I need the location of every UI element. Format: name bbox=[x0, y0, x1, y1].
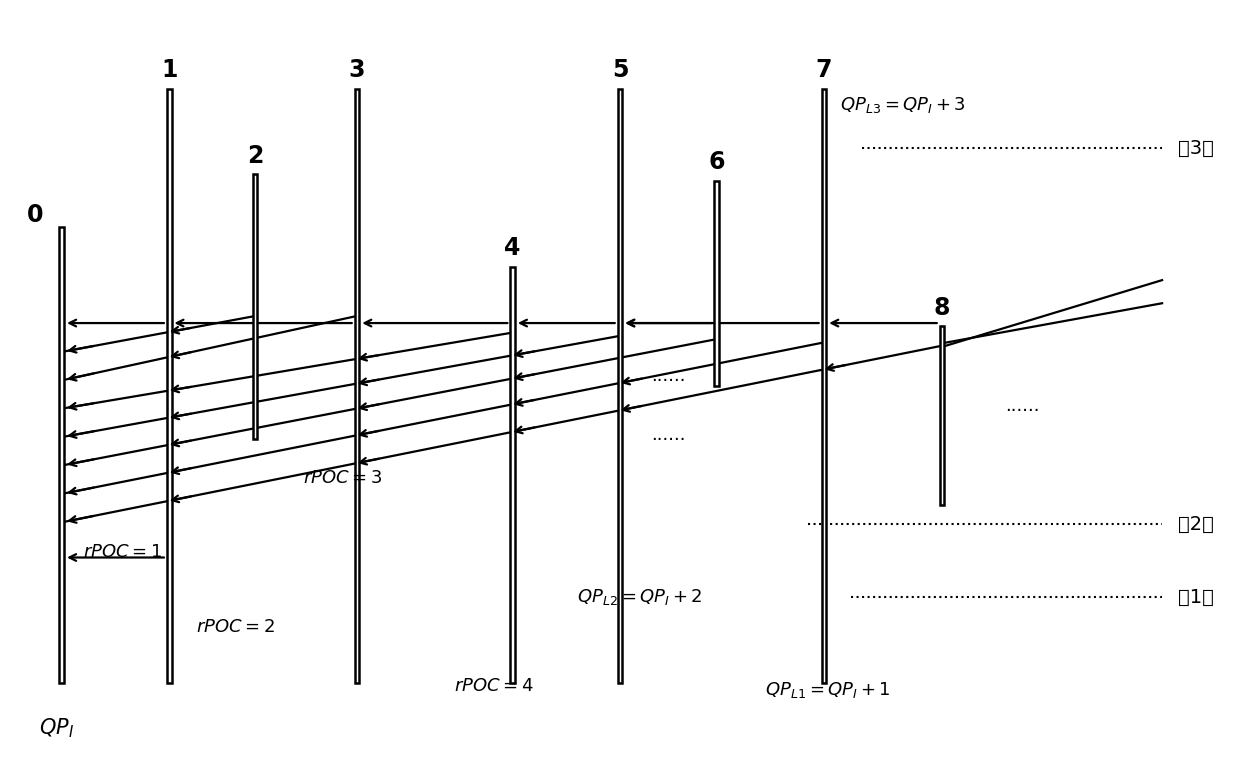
Bar bbox=[714, 181, 719, 386]
Text: ......: ...... bbox=[651, 426, 686, 444]
Text: ......: ...... bbox=[1006, 396, 1040, 415]
Text: $QP_I$: $QP_I$ bbox=[38, 716, 74, 740]
Text: 1: 1 bbox=[161, 58, 177, 82]
Text: $QP_{L3}=QP_I+3$: $QP_{L3}=QP_I+3$ bbox=[839, 95, 966, 116]
Text: $rPOC=4$: $rPOC=4$ bbox=[454, 677, 533, 695]
Text: 第3层: 第3层 bbox=[1178, 138, 1214, 158]
Text: 8: 8 bbox=[934, 296, 950, 320]
Bar bbox=[940, 327, 945, 505]
Text: ......: ...... bbox=[651, 367, 686, 385]
Text: 4: 4 bbox=[505, 236, 521, 260]
Text: 5: 5 bbox=[611, 58, 629, 82]
Text: $QP_{L2}=QP_I+2$: $QP_{L2}=QP_I+2$ bbox=[577, 587, 703, 607]
Bar bbox=[355, 89, 360, 683]
Text: 2: 2 bbox=[247, 144, 263, 168]
Text: 7: 7 bbox=[816, 58, 832, 82]
Text: 6: 6 bbox=[708, 151, 725, 174]
Bar bbox=[618, 89, 622, 683]
Bar bbox=[167, 89, 171, 683]
Text: $rPOC=3$: $rPOC=3$ bbox=[304, 469, 382, 487]
Bar bbox=[822, 89, 826, 683]
Text: $QP_{L1}=QP_I+1$: $QP_{L1}=QP_I+1$ bbox=[765, 679, 890, 699]
Text: $rPOC=2$: $rPOC=2$ bbox=[196, 618, 275, 636]
Bar bbox=[253, 174, 258, 438]
Text: 3: 3 bbox=[348, 58, 366, 82]
Text: 第2层: 第2层 bbox=[1178, 515, 1214, 534]
Bar bbox=[60, 227, 64, 683]
Text: 0: 0 bbox=[27, 203, 43, 227]
Bar bbox=[511, 267, 515, 683]
Text: 第1层: 第1层 bbox=[1178, 588, 1214, 607]
Text: $rPOC=1$: $rPOC=1$ bbox=[83, 543, 162, 562]
